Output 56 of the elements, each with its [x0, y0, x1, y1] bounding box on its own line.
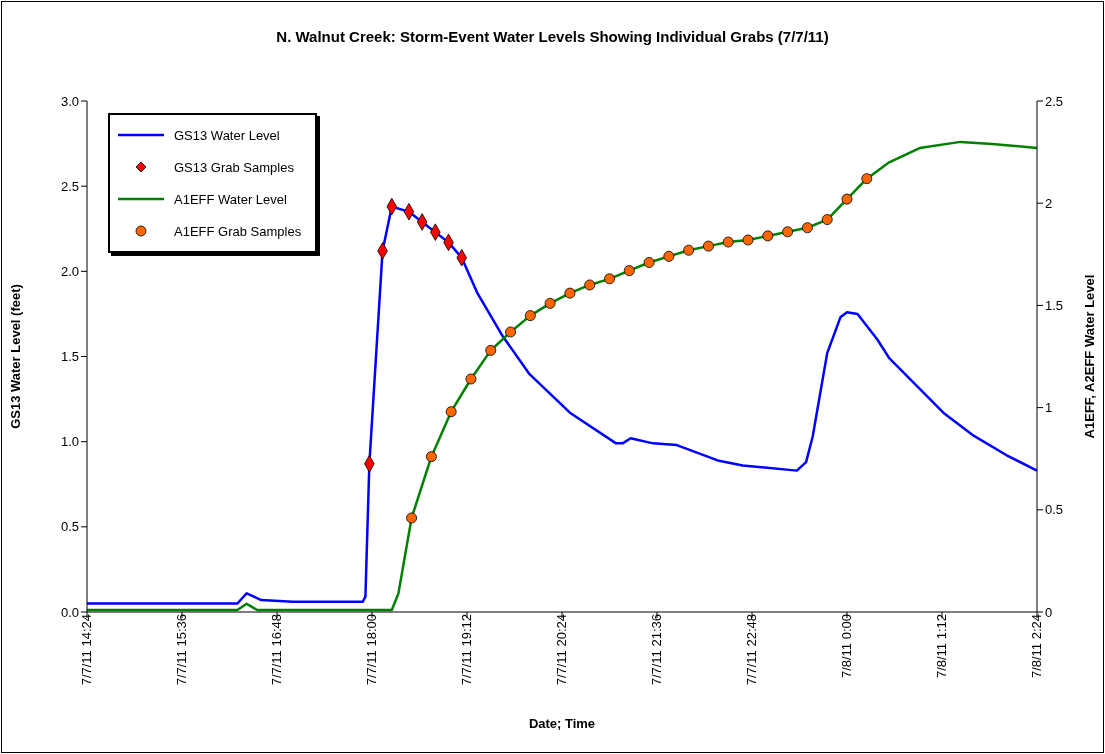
point — [703, 240, 714, 252]
point — [623, 265, 635, 277]
y-tick-label: 0.5 — [60, 519, 79, 535]
x-tick-label: 7/7/11 21:36 — [649, 614, 665, 686]
point — [604, 273, 615, 285]
chart-title: N. Walnut Creek: Storm-Event Water Levels Showing Individual Grabs (7/7/11) — [275, 28, 830, 45]
y-axis-title: GS13 Water Level (feet) — [7, 284, 23, 429]
point — [564, 287, 576, 299]
point — [524, 310, 536, 322]
point — [861, 173, 873, 185]
point — [425, 451, 437, 463]
point — [801, 222, 813, 234]
point — [742, 234, 754, 246]
y2-tick-label: 2 — [1045, 195, 1053, 211]
y2-tick-label: 0 — [1045, 604, 1053, 620]
point — [465, 373, 477, 385]
x-tick-label: 7/7/11 20:24 — [554, 614, 570, 686]
x-tick-label: 7/7/11 18:00 — [364, 614, 380, 686]
point — [406, 512, 418, 524]
x-axis-title: Date; Time — [528, 716, 596, 731]
y2-tick-label: 1 — [1045, 400, 1053, 416]
x-tick-label: 7/7/11 19:12 — [459, 614, 475, 686]
point — [643, 257, 655, 268]
x-tick-label: 7/7/11 15:36 — [174, 614, 190, 686]
x-tick-label: 7/8/11 2:24 — [1029, 614, 1045, 679]
point — [584, 279, 596, 291]
point — [663, 250, 675, 262]
y2-tick-label: 2.5 — [1045, 93, 1064, 109]
point — [485, 344, 497, 356]
legend-label: A1EFF Water Level — [174, 191, 287, 207]
x-tick-label: 7/7/11 22:48 — [744, 614, 760, 686]
x-tick-label: 7/7/11 16:48 — [269, 614, 285, 686]
legend-label: GS13 Water Level — [174, 127, 280, 143]
point — [683, 244, 695, 256]
point — [544, 297, 556, 309]
point — [762, 230, 774, 242]
point — [821, 214, 833, 225]
y-tick-label: 1.5 — [60, 349, 79, 365]
point — [841, 193, 853, 205]
point — [505, 326, 516, 338]
y2-axis-title: A1EFF, A2EFF Water Level — [1081, 274, 1097, 439]
x-tick-label: 7/8/11 0:00 — [839, 614, 855, 679]
y-tick-label: 1.0 — [60, 434, 79, 450]
x-tick-label: 7/8/11 1:12 — [934, 614, 950, 679]
y-tick-label: 3.0 — [60, 93, 79, 109]
y-tick-label: 0.0 — [60, 604, 79, 620]
point — [445, 406, 457, 418]
y-tick-label: 2.5 — [60, 178, 79, 194]
point — [782, 226, 794, 238]
legend-label: GS13 Grab Samples — [174, 159, 294, 175]
y2-tick-label: 0.5 — [1045, 502, 1064, 518]
y2-tick-label: 1.5 — [1045, 298, 1064, 314]
legend-label: A1EFF Grab Samples — [174, 223, 302, 239]
point — [722, 236, 734, 248]
x-tick-label: 7/7/11 14:24 — [79, 614, 95, 686]
y-tick-label: 2.0 — [60, 263, 79, 279]
